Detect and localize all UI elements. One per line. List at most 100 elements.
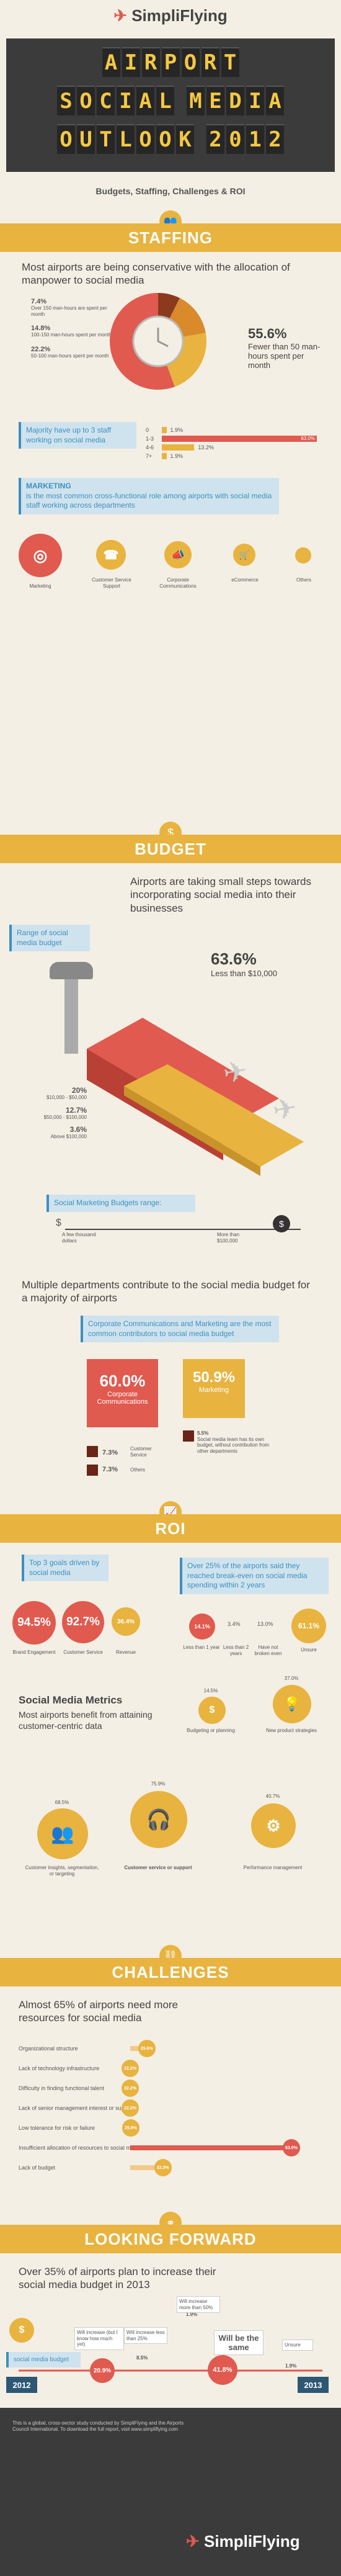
goal-pct: 92.7% [62,1601,104,1643]
pie-pct: 7.4% [31,298,47,305]
challenge-pct: 22.2% [122,2060,139,2077]
goal-pct: 36.4% [112,1607,140,1636]
challenge-label: Difficulty in finding functional talent [19,2085,104,2091]
pie-pct: 22.2% [31,345,51,353]
metric-pct: 68.5% [55,1800,69,1805]
challenge-pct: 22.2% [122,2080,139,2097]
title-flap: A [266,86,284,115]
challenge-row: Insufficient allocation of resources to … [19,2138,329,2158]
title-flap: A [136,86,154,115]
marketing-block: 50.9% Marketing [183,1359,245,1418]
forward-pct: 1.9% [186,2312,198,2317]
tier-pct: 3.6% [69,1125,87,1134]
team-bars: 0 1.9% 1-3 63.0% 4-6 13.2% 7+ 1.9% [146,427,326,462]
metric-pct: 14.5% [203,1688,218,1694]
title-flap: P [161,47,180,77]
range-high: More than $100,000 [217,1232,240,1244]
range-line [65,1229,301,1230]
forward-pct: 41.8% [208,2355,237,2385]
marketing-icon: ◎ [19,534,62,577]
title-flap: L [156,86,174,115]
goals-row: 94.5% Brand Engagement 92.7% Customer Se… [12,1601,167,1676]
title-flap [176,86,185,115]
forward-label: Will increase less than 25% [124,2327,167,2345]
forward-ribbon: LOOKING FORWARD [0,2225,341,2253]
metrics-title: Social Media Metrics [19,1694,123,1706]
others-block [87,1465,98,1476]
mkt-label: Marketing [198,1386,229,1394]
goal-pct: 94.5% [12,1601,56,1645]
challenges-list: Organizational structure 29.6% Lack of tec… [19,2039,329,2178]
goals-box: Top 3 goals driven by social media [22,1555,108,1582]
breakeven-label: Have not broken even [254,1645,282,1656]
title-flap: L [117,124,135,154]
customer-block [87,1446,98,1457]
title-flap: 2 [206,124,224,154]
title-flap: 2 [266,124,284,154]
brand-name: SimpliFlying [131,6,228,25]
control-tower-top [50,962,93,979]
title-flap: 1 [246,124,264,154]
challenge-row: Lack of senior management interest or su… [19,2098,329,2118]
footer: This is a global, cross-sector study con… [0,2408,341,2576]
title-flap: O [181,47,200,77]
pie-big-pct: 55.6% [248,326,287,341]
team-bar-row: 7+ 1.9% [146,453,326,459]
clock-hands [157,328,169,348]
metric-label: Customer service or support [124,1865,192,1870]
control-tower-shaft [64,979,78,1054]
forward-pct: 1.9% [285,2363,297,2369]
breakeven-box: Over 25% of the airports said they reach… [180,1558,329,1594]
breakeven-label: Unsure [301,1647,317,1653]
title-flap: C [97,86,115,115]
tier-pct: 20% [71,1086,87,1095]
challenge-pct: 33.3% [154,2159,172,2176]
metrics-bottom: 68.5% 👥 Customer insights, segmentation,… [12,1781,335,1911]
team-bar-pct: 63.0% [301,436,315,441]
title-flap: E [206,86,224,115]
forward-title: LOOKING FORWARD [84,2229,257,2248]
challenge-row: Lack of technology infrastructure 22.2% [19,2058,329,2078]
own-budget-block [183,1430,194,1442]
breakeven-pct: 14.1% [189,1613,215,1640]
footer-brand: ✈ SimpliFlying [186,2532,300,2551]
brand-logo: ✈ SimpliFlying [0,6,341,25]
challenge-bar: 25.9% [122,2119,140,2137]
challenge-row: Low tolerance for risk or failure 25.9% [19,2118,329,2138]
challenges-ribbon: CHALLENGES [0,1958,341,1986]
metrics-top: 14.5% $ Budgeting or planning 37.0% 💡 Ne… [180,1676,335,1762]
team-bar-label: 7+ [146,453,153,459]
staffing-headline: Most airports are being conservative wit… [22,261,290,287]
challenges-title: CHALLENGES [112,1962,229,1981]
metrics-sub: Most airports benefit from attaining cus… [19,1710,153,1731]
challenge-row: Organizational structure 29.6% [19,2039,329,2058]
budget-ribbon: BUDGET [0,835,341,863]
department-row: ◎ Marketing ☎ Customer Service Support 📣… [12,534,329,602]
pie-label: 100-150 man-hours spent per month [31,332,112,338]
challenge-label: Lack of senior management interest or su… [19,2104,135,2111]
mkt-pct: 50.9% [192,1369,236,1386]
team-bar: 63.0% [162,436,317,442]
year-end: 2013 [298,2377,329,2393]
title-flap: T [97,124,115,154]
plane-icon: ✈ [113,6,127,25]
roi-title: ROI [155,1519,186,1538]
breakeven-pct: 61.1% [291,1609,326,1643]
range-low: A few thousand dollars [62,1232,96,1244]
breakeven-pct: 13.0% [257,1621,273,1627]
metric-label: Performance management [243,1865,303,1870]
title-flap: O [136,124,154,154]
pie-highlight: 55.6% Fewer than 50 man-hours spent per … [248,326,329,370]
dept-box: Corporate Communications and Marketing a… [81,1316,279,1343]
challenge-label: Organizational structure [19,2045,78,2052]
forward-headline: Over 35% of airports plan to increase th… [19,2266,216,2291]
budget-title: BUDGET [135,839,206,858]
team-note: Majority have up to 3 staff working on s… [19,422,136,449]
forward-label: Will increase (but I know how much yet) [74,2327,124,2350]
dept-label: eCommerce [231,577,259,583]
tier-label: Above $100,000 [50,1134,87,1140]
forward-label: Will increase more than 50% [177,2296,220,2313]
audience-icon: 👥 [37,1808,88,1859]
staffing-title: STAFFING [128,228,213,247]
